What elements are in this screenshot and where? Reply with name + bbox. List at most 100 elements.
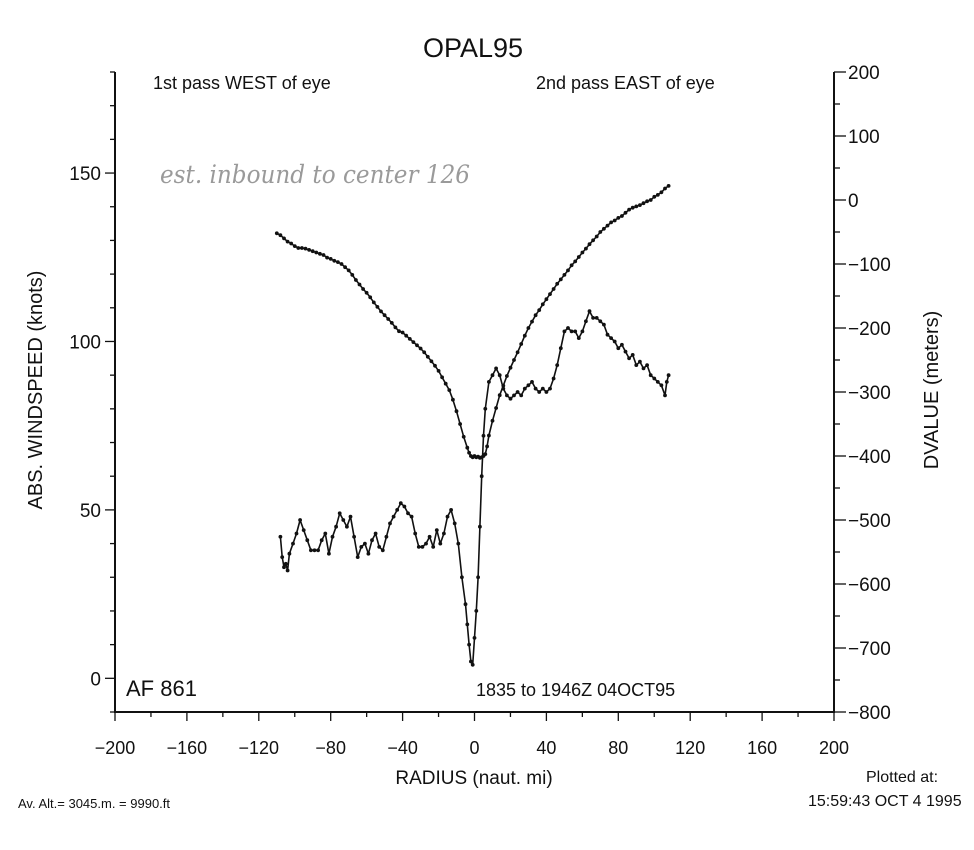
dvalue-point [386, 317, 391, 321]
dvalue-point [533, 313, 538, 318]
windspeed-point [641, 366, 646, 371]
windspeed-point [664, 380, 669, 384]
windspeed-point [490, 373, 495, 378]
windspeed-point [616, 346, 621, 351]
dvalue-point [278, 233, 283, 238]
windspeed-point [470, 662, 475, 667]
windspeed-point [301, 528, 306, 532]
y-tick-label: 0 [90, 669, 101, 690]
windspeed-point [330, 534, 335, 539]
dvalue-point [555, 281, 560, 286]
dvalue-point [537, 308, 542, 312]
dvalue-point [458, 422, 462, 426]
dvalue-point [540, 302, 545, 307]
dvalue-point [285, 239, 290, 244]
windspeed-point [598, 319, 603, 324]
x-tick-label: 0 [469, 738, 479, 758]
dvalue-point [551, 287, 556, 291]
dvalue-point [620, 214, 624, 218]
windspeed-point [487, 380, 491, 384]
y2-axis-label: DVALUE (meters) [921, 311, 943, 470]
windspeed-point [341, 518, 346, 522]
windspeed-point [316, 548, 320, 553]
windspeed-point [526, 383, 531, 388]
windspeed-point [638, 359, 642, 364]
dvalue-point [346, 268, 351, 273]
chart-title: OPAL95 [423, 33, 523, 63]
dvalue-point [562, 273, 567, 277]
dvalue-point [300, 246, 304, 250]
windspeed-point [398, 501, 403, 506]
windspeed-point [323, 531, 328, 536]
dvalue-point [483, 452, 488, 456]
x-tick-label: −200 [95, 738, 136, 758]
windspeed-series-line [279, 310, 670, 666]
dvalue-point [655, 193, 660, 197]
dvalue-point [612, 218, 617, 223]
dvalue-point [530, 319, 534, 324]
windspeed-point [395, 508, 400, 512]
dvalue-point [321, 253, 326, 257]
dvalue-point [389, 321, 394, 325]
tick-labels: −200 −160 −120 −80 −40 0 40 80 120 160 20005010015… [69, 63, 891, 758]
dvalue-point [393, 325, 398, 330]
dvalue-point [429, 359, 434, 364]
windspeed-point [479, 474, 484, 479]
windspeed-point [463, 602, 468, 607]
windspeed-point [352, 534, 356, 539]
windspeed-point [460, 575, 464, 580]
windspeed-point [478, 524, 482, 529]
windspeed-point [280, 555, 285, 559]
windspeed-point [533, 386, 538, 391]
dvalue-point [645, 199, 649, 204]
dvalue-point [282, 236, 286, 241]
dvalue-point [411, 340, 416, 344]
dvalue-point [584, 246, 588, 251]
y-tick-label: 150 [69, 164, 101, 185]
windspeed-point [377, 545, 382, 549]
dvalue-point [404, 333, 409, 338]
windspeed-point [659, 383, 664, 388]
windspeed-point [566, 326, 570, 330]
windspeed-point [388, 521, 392, 526]
windspeed-point [476, 575, 480, 580]
windspeed-point [452, 521, 457, 526]
windspeed-point [370, 538, 374, 543]
dvalue-point [379, 309, 383, 314]
dvalue-point [522, 333, 527, 338]
windspeed-point [456, 541, 461, 546]
dvalue-point [566, 268, 570, 273]
dvalue-point [364, 290, 369, 295]
dvalue-point [627, 207, 631, 212]
dvalue-point [371, 300, 376, 305]
windspeed-point [576, 336, 581, 340]
windspeed-point [512, 393, 516, 398]
windspeed-point [416, 545, 421, 549]
windspeed-point [551, 376, 556, 381]
windspeed-point [278, 534, 283, 539]
x-tick-label: 200 [819, 738, 849, 758]
dvalue-point [325, 255, 329, 260]
dvalue-point [361, 287, 365, 291]
dvalue-point [663, 186, 667, 191]
dvalue-point [422, 350, 427, 355]
windspeed-point [431, 545, 436, 549]
east-pass-label: 2nd pass EAST of eye [536, 73, 715, 93]
windspeed-point [434, 528, 439, 532]
windspeed-point [359, 545, 364, 549]
windspeed-point [612, 339, 617, 344]
dvalue-point [609, 220, 613, 225]
windspeed-point [558, 346, 563, 351]
dvalue-point [332, 258, 337, 263]
windspeed-point [285, 568, 290, 573]
x-tick-label: −80 [315, 738, 346, 758]
dvalue-point [638, 203, 642, 208]
windspeed-point [363, 541, 367, 546]
windspeed-point [609, 336, 613, 340]
windspeed-point [508, 396, 513, 401]
windspeed-point [391, 514, 396, 519]
windspeed-point [591, 316, 595, 320]
dvalue-point [443, 381, 448, 386]
dvalue-point [485, 444, 489, 449]
windspeed-point [605, 332, 610, 337]
